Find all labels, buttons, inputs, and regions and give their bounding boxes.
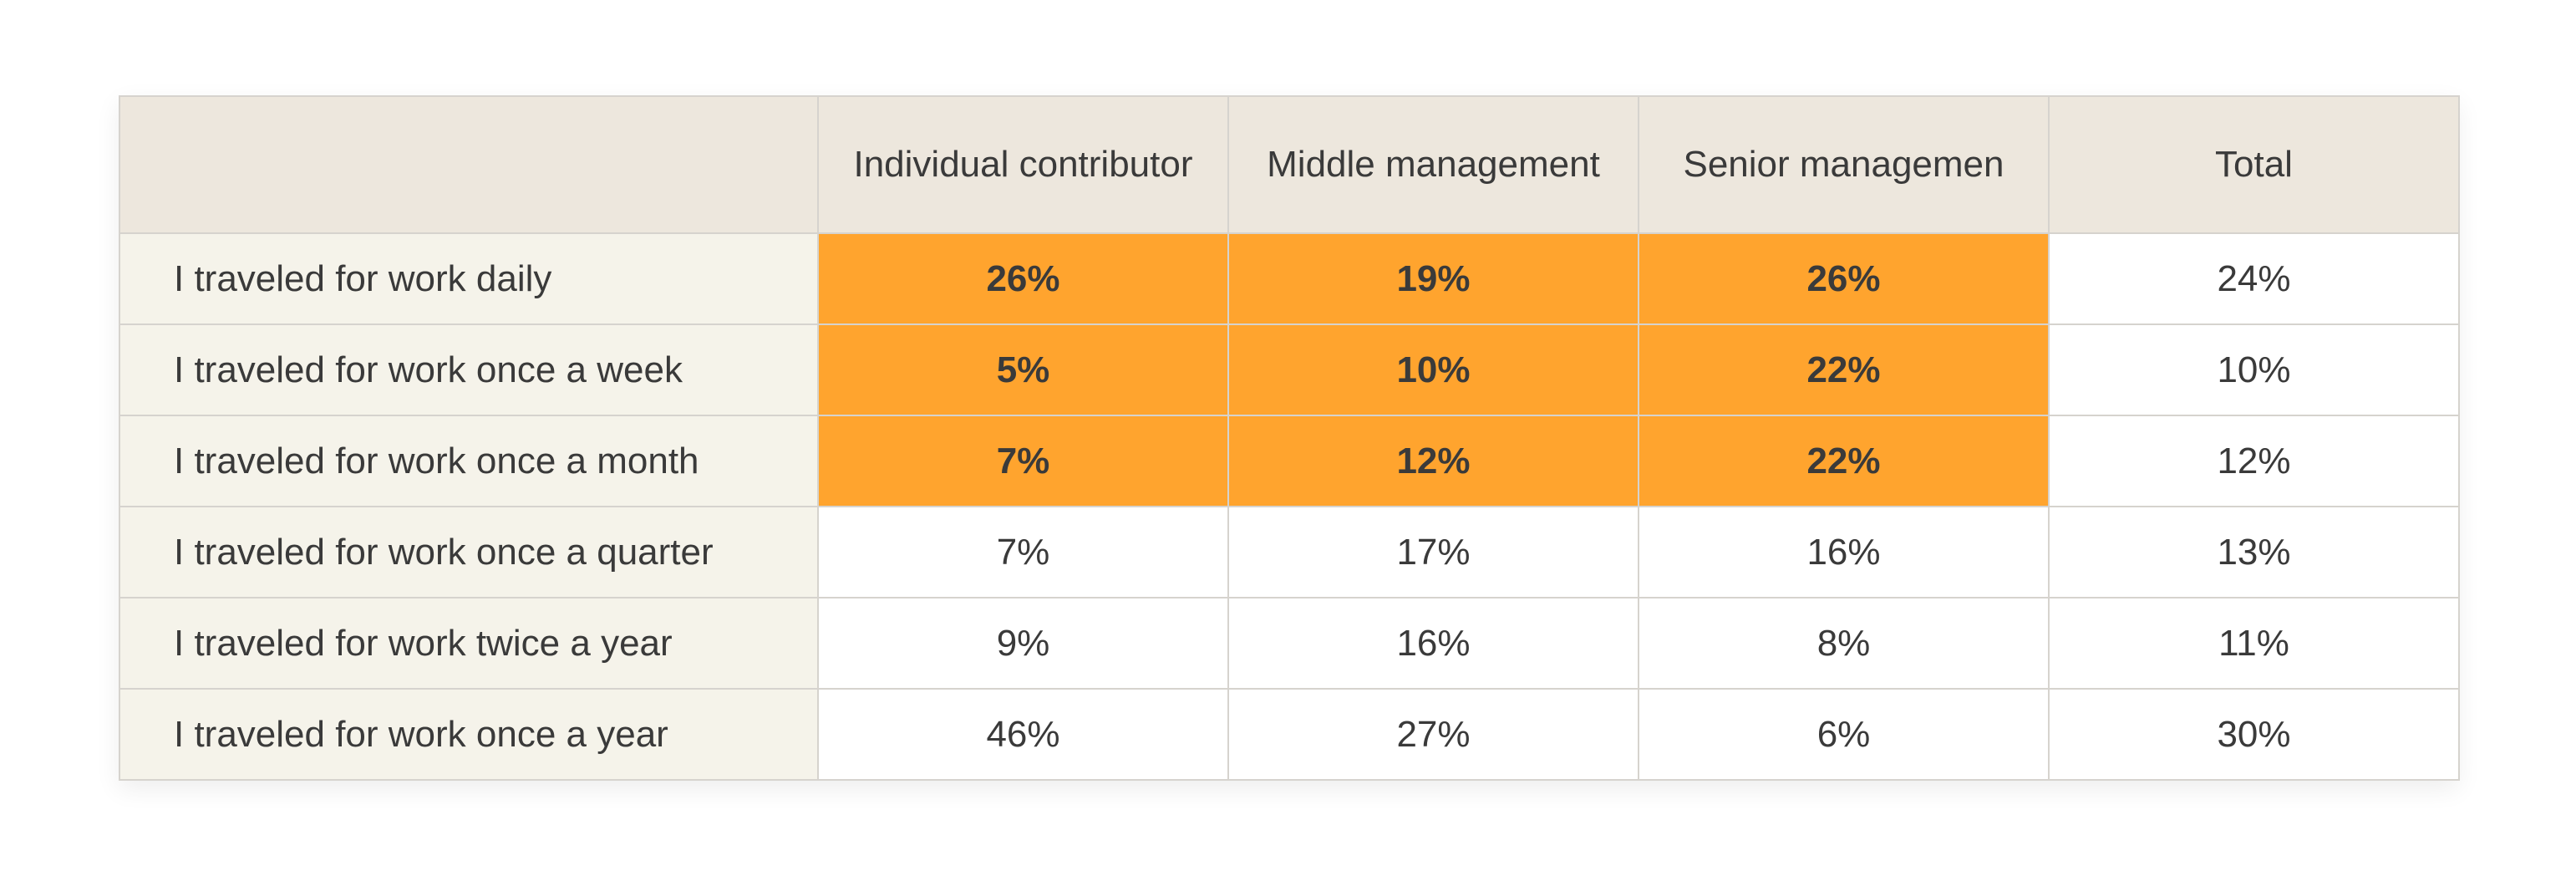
data-cell: 8% (1638, 597, 2050, 690)
data-table-container: Individual contributor Middle management… (119, 95, 2460, 781)
row-label: I traveled for work once a week (119, 323, 819, 416)
row-label: I traveled for work once a month (119, 415, 819, 507)
data-cell: 22% (1638, 415, 2050, 507)
data-cell: 16% (1638, 506, 2050, 598)
data-cell: 22% (1638, 323, 2050, 416)
table-row: I traveled for work once a month 7% 12% … (119, 415, 2460, 507)
data-cell: 30% (2048, 688, 2460, 781)
data-cell: 5% (817, 323, 1229, 416)
column-header: Individual contributor (817, 95, 1229, 234)
data-cell: 12% (1227, 415, 1639, 507)
header-corner-cell (119, 95, 819, 234)
row-label: I traveled for work once a quarter (119, 506, 819, 598)
header-row: Individual contributor Middle management… (119, 95, 2460, 234)
data-cell: 16% (1227, 597, 1639, 690)
data-cell: 46% (817, 688, 1229, 781)
data-table: Individual contributor Middle management… (119, 95, 2460, 781)
data-cell: 19% (1227, 232, 1639, 325)
row-label: I traveled for work twice a year (119, 597, 819, 690)
table-row: I traveled for work once a week 5% 10% 2… (119, 323, 2460, 416)
data-cell: 7% (817, 415, 1229, 507)
data-cell: 26% (817, 232, 1229, 325)
data-cell: 13% (2048, 506, 2460, 598)
data-cell: 6% (1638, 688, 2050, 781)
row-label: I traveled for work once a year (119, 688, 819, 781)
data-cell: 11% (2048, 597, 2460, 690)
data-cell: 9% (817, 597, 1229, 690)
row-label: I traveled for work daily (119, 232, 819, 325)
column-header: Middle management (1227, 95, 1639, 234)
table-row: I traveled for work once a year 46% 27% … (119, 688, 2460, 781)
data-cell: 17% (1227, 506, 1639, 598)
table-row: I traveled for work once a quarter 7% 17… (119, 506, 2460, 598)
data-cell: 10% (1227, 323, 1639, 416)
data-cell: 24% (2048, 232, 2460, 325)
column-header: Senior managemen (1638, 95, 2050, 234)
data-cell: 26% (1638, 232, 2050, 325)
data-cell: 12% (2048, 415, 2460, 507)
data-cell: 7% (817, 506, 1229, 598)
data-cell: 27% (1227, 688, 1639, 781)
column-header: Total (2048, 95, 2460, 234)
table-row: I traveled for work daily 26% 19% 26% 24… (119, 232, 2460, 325)
table-row: I traveled for work twice a year 9% 16% … (119, 597, 2460, 690)
data-cell: 10% (2048, 323, 2460, 416)
